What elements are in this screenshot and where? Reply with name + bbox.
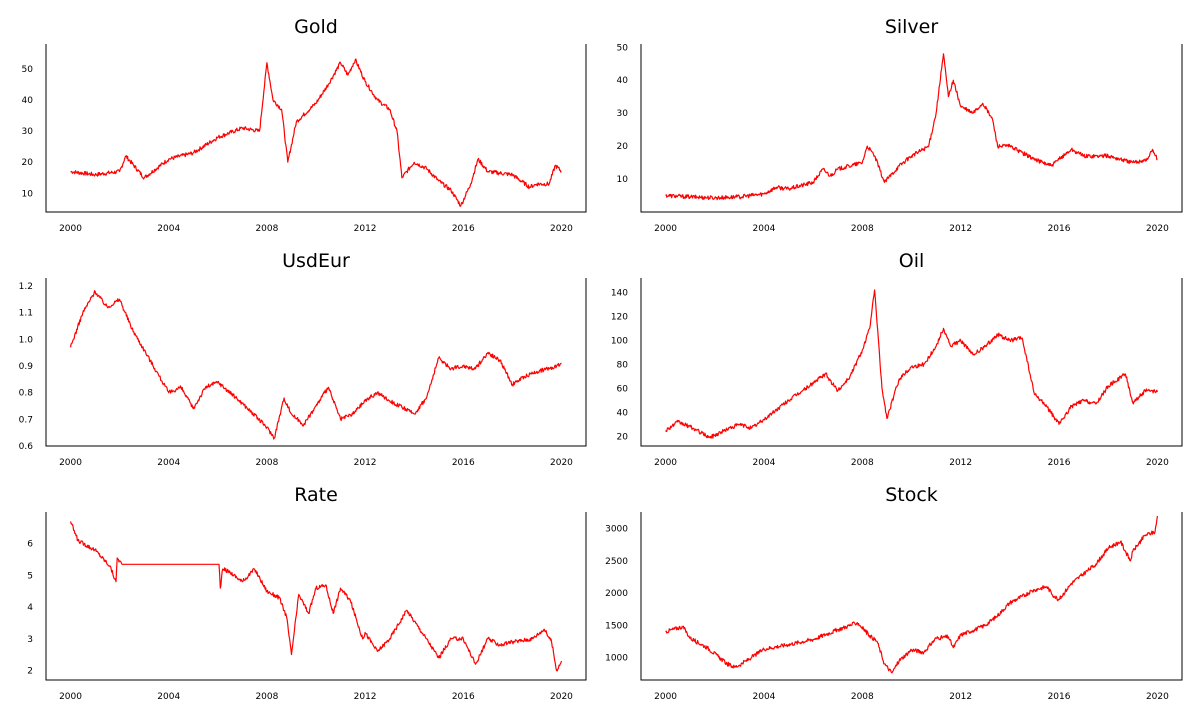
panel-title: Oil [899, 250, 925, 272]
y-tick-label: 50 [22, 65, 34, 75]
x-tick-label: 2016 [1048, 224, 1071, 234]
y-tick-label: 20 [22, 158, 34, 168]
x-tick-label: 2020 [550, 692, 573, 702]
x-tick-label: 2008 [851, 224, 874, 234]
y-tick-label: 1.0 [19, 335, 34, 345]
x-tick-label: 2008 [255, 458, 278, 468]
x-tick-label: 2012 [354, 458, 377, 468]
series-line [665, 289, 1158, 439]
series-line [665, 515, 1158, 674]
y-tick-label: 2 [27, 666, 33, 676]
y-tick-label: 5 [27, 571, 33, 581]
x-tick-label: 2012 [949, 224, 972, 234]
panel-title: Silver [885, 16, 939, 38]
y-tick-label: 2500 [605, 557, 628, 567]
axes-frame [640, 512, 1183, 681]
x-tick-label: 2020 [550, 458, 573, 468]
x-tick-label: 2012 [949, 458, 972, 468]
y-tick-label: 30 [617, 109, 629, 119]
panel-title: Stock [885, 484, 938, 506]
y-tick-label: 40 [22, 96, 34, 106]
y-tick-label: 1000 [605, 653, 628, 663]
y-tick-label: 120 [611, 312, 628, 322]
y-tick-label: 50 [617, 43, 629, 53]
x-tick-label: 2016 [452, 224, 475, 234]
x-tick-label: 2016 [1048, 692, 1071, 702]
axes-frame [45, 278, 587, 447]
x-tick-label: 2016 [452, 458, 475, 468]
panel-stock: Stock 2000 2004 2008 2012 2016 2020 1000 1500 200… [605, 484, 1183, 702]
y-tick-label: 0.6 [19, 442, 34, 452]
x-tick-label: 2012 [949, 692, 972, 702]
x-tick-label: 2004 [753, 692, 776, 702]
y-tick-label: 60 [617, 384, 629, 394]
x-tick-label: 2008 [851, 692, 874, 702]
y-tick-label: 1.2 [19, 282, 33, 292]
x-tick-label: 2020 [1146, 458, 1169, 468]
series-line [665, 53, 1158, 201]
panel-silver: Silver 2000 2004 2008 2012 2016 2020 10 20 30 40 50 [617, 16, 1183, 234]
y-tick-label: 20 [617, 142, 629, 152]
x-tick-label: 2000 [654, 224, 677, 234]
y-tick-label: 10 [617, 175, 629, 185]
axes-frame [45, 512, 587, 681]
y-tick-label: 4 [27, 603, 33, 613]
x-tick-label: 2004 [753, 224, 776, 234]
series-line [70, 58, 562, 207]
y-tick-label: 20 [617, 432, 629, 442]
y-tick-label: 6 [27, 540, 33, 550]
panel-gold: Gold 2000 2004 2008 2012 2016 2020 10 20 30 40 50 [22, 16, 587, 234]
y-tick-label: 140 [611, 288, 628, 298]
y-tick-label: 3000 [605, 525, 628, 535]
x-tick-label: 2012 [354, 692, 377, 702]
x-tick-label: 2020 [1146, 692, 1169, 702]
x-tick-label: 2004 [157, 224, 180, 234]
x-tick-label: 2012 [354, 224, 377, 234]
x-tick-label: 2000 [654, 458, 677, 468]
y-tick-label: 10 [22, 189, 34, 199]
panel-rate: Rate 2000 2004 2008 2012 2016 2020 2 3 4 5 6 [27, 484, 587, 702]
panel-title: UsdEur [282, 250, 350, 272]
x-tick-label: 2008 [255, 224, 278, 234]
y-tick-label: 1.1 [19, 309, 33, 319]
y-tick-label: 30 [22, 127, 34, 137]
panel-title: Rate [294, 484, 338, 506]
series-line [69, 290, 562, 440]
y-tick-label: 40 [617, 408, 629, 418]
axes-frame [640, 278, 1183, 447]
y-tick-label: 2000 [605, 589, 628, 599]
x-tick-label: 2000 [59, 458, 82, 468]
y-tick-label: 0.9 [19, 362, 34, 372]
series-line [69, 521, 563, 672]
x-tick-label: 2000 [59, 692, 82, 702]
x-tick-label: 2008 [255, 692, 278, 702]
y-tick-label: 100 [611, 336, 628, 346]
y-tick-label: 0.8 [19, 389, 34, 399]
y-tick-label: 80 [617, 360, 629, 370]
x-tick-label: 2000 [654, 692, 677, 702]
y-tick-label: 40 [617, 76, 629, 86]
x-tick-label: 2016 [452, 692, 475, 702]
y-tick-label: 1500 [605, 621, 628, 631]
x-tick-label: 2004 [157, 692, 180, 702]
y-tick-label: 0.7 [19, 415, 33, 425]
x-tick-label: 2016 [1048, 458, 1071, 468]
x-tick-label: 2004 [157, 458, 180, 468]
x-tick-label: 2020 [550, 224, 573, 234]
x-tick-label: 2020 [1146, 224, 1169, 234]
panel-usdeur: UsdEur 2000 2004 2008 2012 2016 2020 0.6 0.7 0.8 0… [19, 250, 587, 468]
y-tick-label: 3 [27, 635, 33, 645]
axes-frame [640, 44, 1183, 213]
x-tick-label: 2004 [753, 458, 776, 468]
x-tick-label: 2000 [59, 224, 82, 234]
x-tick-label: 2008 [851, 458, 874, 468]
axes-frame [45, 44, 587, 213]
panel-title: Gold [294, 16, 338, 38]
